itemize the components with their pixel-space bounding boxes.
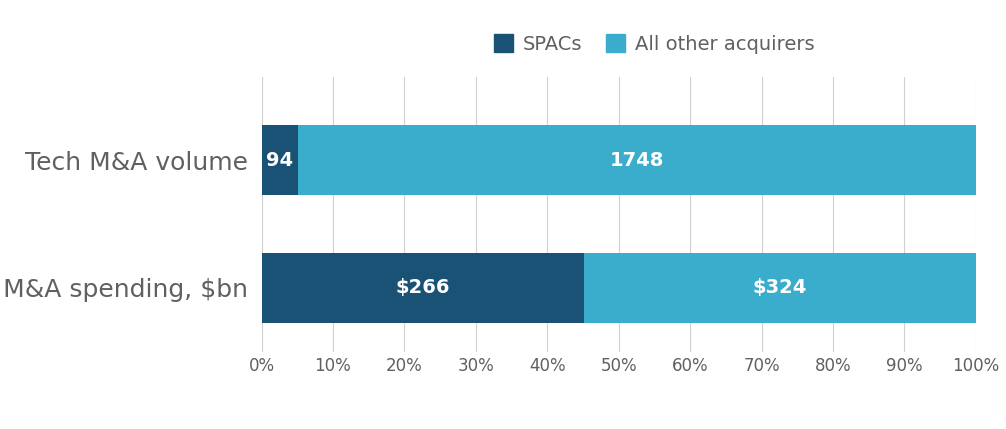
Text: $324: $324 — [752, 278, 807, 297]
Bar — [262, 125, 298, 195]
Bar — [298, 125, 976, 195]
Bar — [583, 253, 976, 323]
Text: $266: $266 — [395, 278, 450, 297]
Legend: SPACs, All other acquirers: SPACs, All other acquirers — [486, 27, 823, 61]
Text: 1748: 1748 — [610, 151, 664, 170]
Bar — [262, 253, 583, 323]
Text: 94: 94 — [267, 151, 294, 170]
